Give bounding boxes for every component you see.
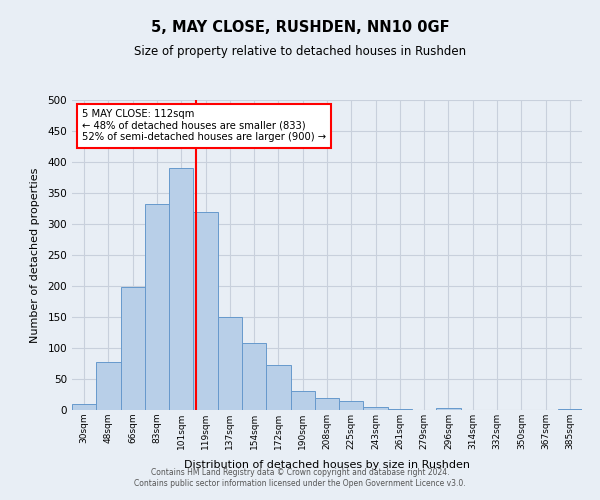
Bar: [218, 317, 242, 410]
Bar: [266, 364, 290, 410]
Bar: [290, 392, 315, 410]
Bar: [72, 404, 96, 410]
Y-axis label: Number of detached properties: Number of detached properties: [31, 168, 40, 342]
Bar: [364, 407, 388, 410]
Text: 5, MAY CLOSE, RUSHDEN, NN10 0GF: 5, MAY CLOSE, RUSHDEN, NN10 0GF: [151, 20, 449, 35]
Bar: [121, 287, 145, 410]
Bar: [339, 402, 364, 410]
Bar: [96, 362, 121, 410]
Text: 5 MAY CLOSE: 112sqm
← 48% of detached houses are smaller (833)
52% of semi-detac: 5 MAY CLOSE: 112sqm ← 48% of detached ho…: [82, 110, 326, 142]
Text: Size of property relative to detached houses in Rushden: Size of property relative to detached ho…: [134, 45, 466, 58]
Bar: [169, 168, 193, 410]
Bar: [315, 398, 339, 410]
Bar: [242, 343, 266, 410]
X-axis label: Distribution of detached houses by size in Rushden: Distribution of detached houses by size …: [184, 460, 470, 470]
Text: Contains HM Land Registry data © Crown copyright and database right 2024.
Contai: Contains HM Land Registry data © Crown c…: [134, 468, 466, 487]
Bar: [145, 204, 169, 410]
Bar: [558, 409, 582, 410]
Bar: [436, 408, 461, 410]
Bar: [193, 212, 218, 410]
